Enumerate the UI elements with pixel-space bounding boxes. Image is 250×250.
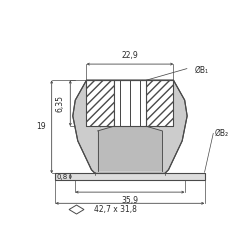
Text: 16,5: 16,5 bbox=[122, 113, 138, 122]
Polygon shape bbox=[114, 80, 146, 126]
Polygon shape bbox=[69, 205, 84, 214]
Polygon shape bbox=[86, 80, 114, 126]
Text: ØB₁: ØB₁ bbox=[194, 66, 208, 75]
Polygon shape bbox=[98, 126, 162, 171]
Text: 0,8: 0,8 bbox=[56, 174, 67, 180]
Text: 42,7 x 31,8: 42,7 x 31,8 bbox=[94, 205, 136, 214]
Polygon shape bbox=[56, 174, 204, 180]
Polygon shape bbox=[73, 80, 187, 174]
Text: 22,9: 22,9 bbox=[122, 50, 138, 59]
Text: 6,35: 6,35 bbox=[55, 95, 64, 112]
Text: 19: 19 bbox=[36, 122, 46, 131]
Text: ØB₂: ØB₂ bbox=[214, 129, 229, 138]
Text: 35,9: 35,9 bbox=[122, 196, 138, 205]
Polygon shape bbox=[146, 80, 174, 126]
